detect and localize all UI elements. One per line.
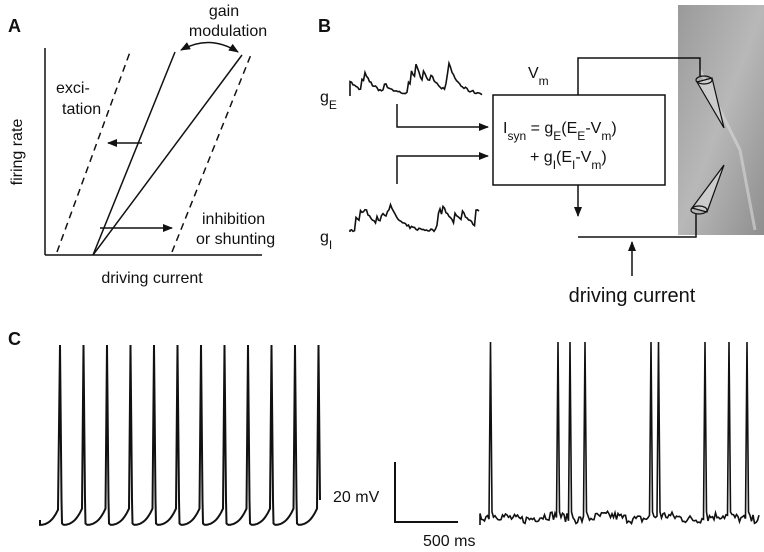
subscript: m	[539, 74, 549, 88]
label: gE	[320, 89, 337, 112]
y-label: firing rate	[9, 119, 26, 186]
subscript: I	[329, 238, 332, 252]
scale-label: 20 mV	[333, 489, 380, 506]
text-part: )	[601, 149, 606, 166]
equation: + gI(EI-Vm)	[530, 149, 607, 172]
thin-line	[92, 54, 243, 256]
trace	[39, 344, 321, 526]
scale-label: 500 ms	[423, 533, 475, 550]
text-part: g	[320, 89, 329, 106]
subscript: syn	[507, 129, 526, 143]
annotation: gain	[209, 3, 239, 20]
subscript: m	[591, 158, 601, 172]
panel-label: B	[318, 16, 331, 36]
text-part: (E	[561, 120, 577, 137]
panel-label: A	[8, 16, 21, 36]
panel-b: driving current Vm gE gI Isyn = gE(EE-Vm…	[320, 5, 764, 307]
annotation: driving current	[569, 285, 696, 307]
annotation: exci-	[56, 80, 90, 97]
equation: Isyn = gE(EE-Vm)	[503, 120, 617, 143]
subscript: E	[329, 98, 337, 112]
traces	[39, 60, 760, 526]
trace	[479, 341, 760, 526]
text-part: V	[528, 65, 539, 82]
annotation: modulation	[189, 23, 267, 40]
arrow	[396, 152, 489, 184]
text-part: = g	[526, 120, 553, 137]
wire	[577, 57, 701, 95]
subscript: I	[553, 158, 556, 172]
arrow	[396, 104, 489, 131]
electrode	[690, 164, 725, 213]
scale-bar-lines	[394, 462, 458, 523]
subscript: m	[601, 129, 611, 143]
annotation: or shunting	[196, 231, 275, 248]
label: Vm	[528, 65, 549, 88]
text-part: + g	[530, 149, 553, 166]
arrow	[180, 41, 239, 53]
scale-bar: 20 mV 500 ms	[333, 462, 475, 550]
panel-label: C	[8, 329, 21, 349]
wire	[578, 214, 697, 238]
electrode	[695, 75, 713, 85]
electrode	[696, 77, 725, 129]
text-part: -V	[585, 120, 601, 137]
subscript: E	[577, 129, 585, 143]
trace	[349, 60, 483, 96]
text-part: (E	[556, 149, 572, 166]
equation-box	[492, 94, 666, 186]
annotation: inhibition	[202, 211, 265, 228]
subscript: E	[553, 129, 561, 143]
subscript: I	[572, 158, 575, 172]
text-part: I	[503, 120, 507, 137]
label: gI	[320, 229, 332, 252]
text-part: )	[611, 120, 616, 137]
x-label: driving current	[101, 270, 203, 287]
thick-line	[92, 51, 176, 256]
text-part: -V	[575, 149, 591, 166]
annotation: tation	[62, 101, 101, 118]
electrode	[690, 205, 708, 215]
text-part: g	[320, 229, 329, 246]
panel-a: firing rate driving current exci- tation…	[9, 3, 275, 287]
trace	[349, 202, 480, 233]
